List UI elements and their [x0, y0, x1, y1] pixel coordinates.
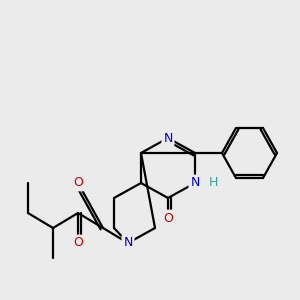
Text: N: N [163, 131, 173, 145]
Text: H: H [209, 176, 218, 190]
Text: N: N [190, 176, 200, 190]
Text: N: N [123, 236, 133, 250]
Text: O: O [163, 212, 173, 224]
Text: O: O [73, 176, 83, 190]
Text: O: O [73, 236, 83, 250]
